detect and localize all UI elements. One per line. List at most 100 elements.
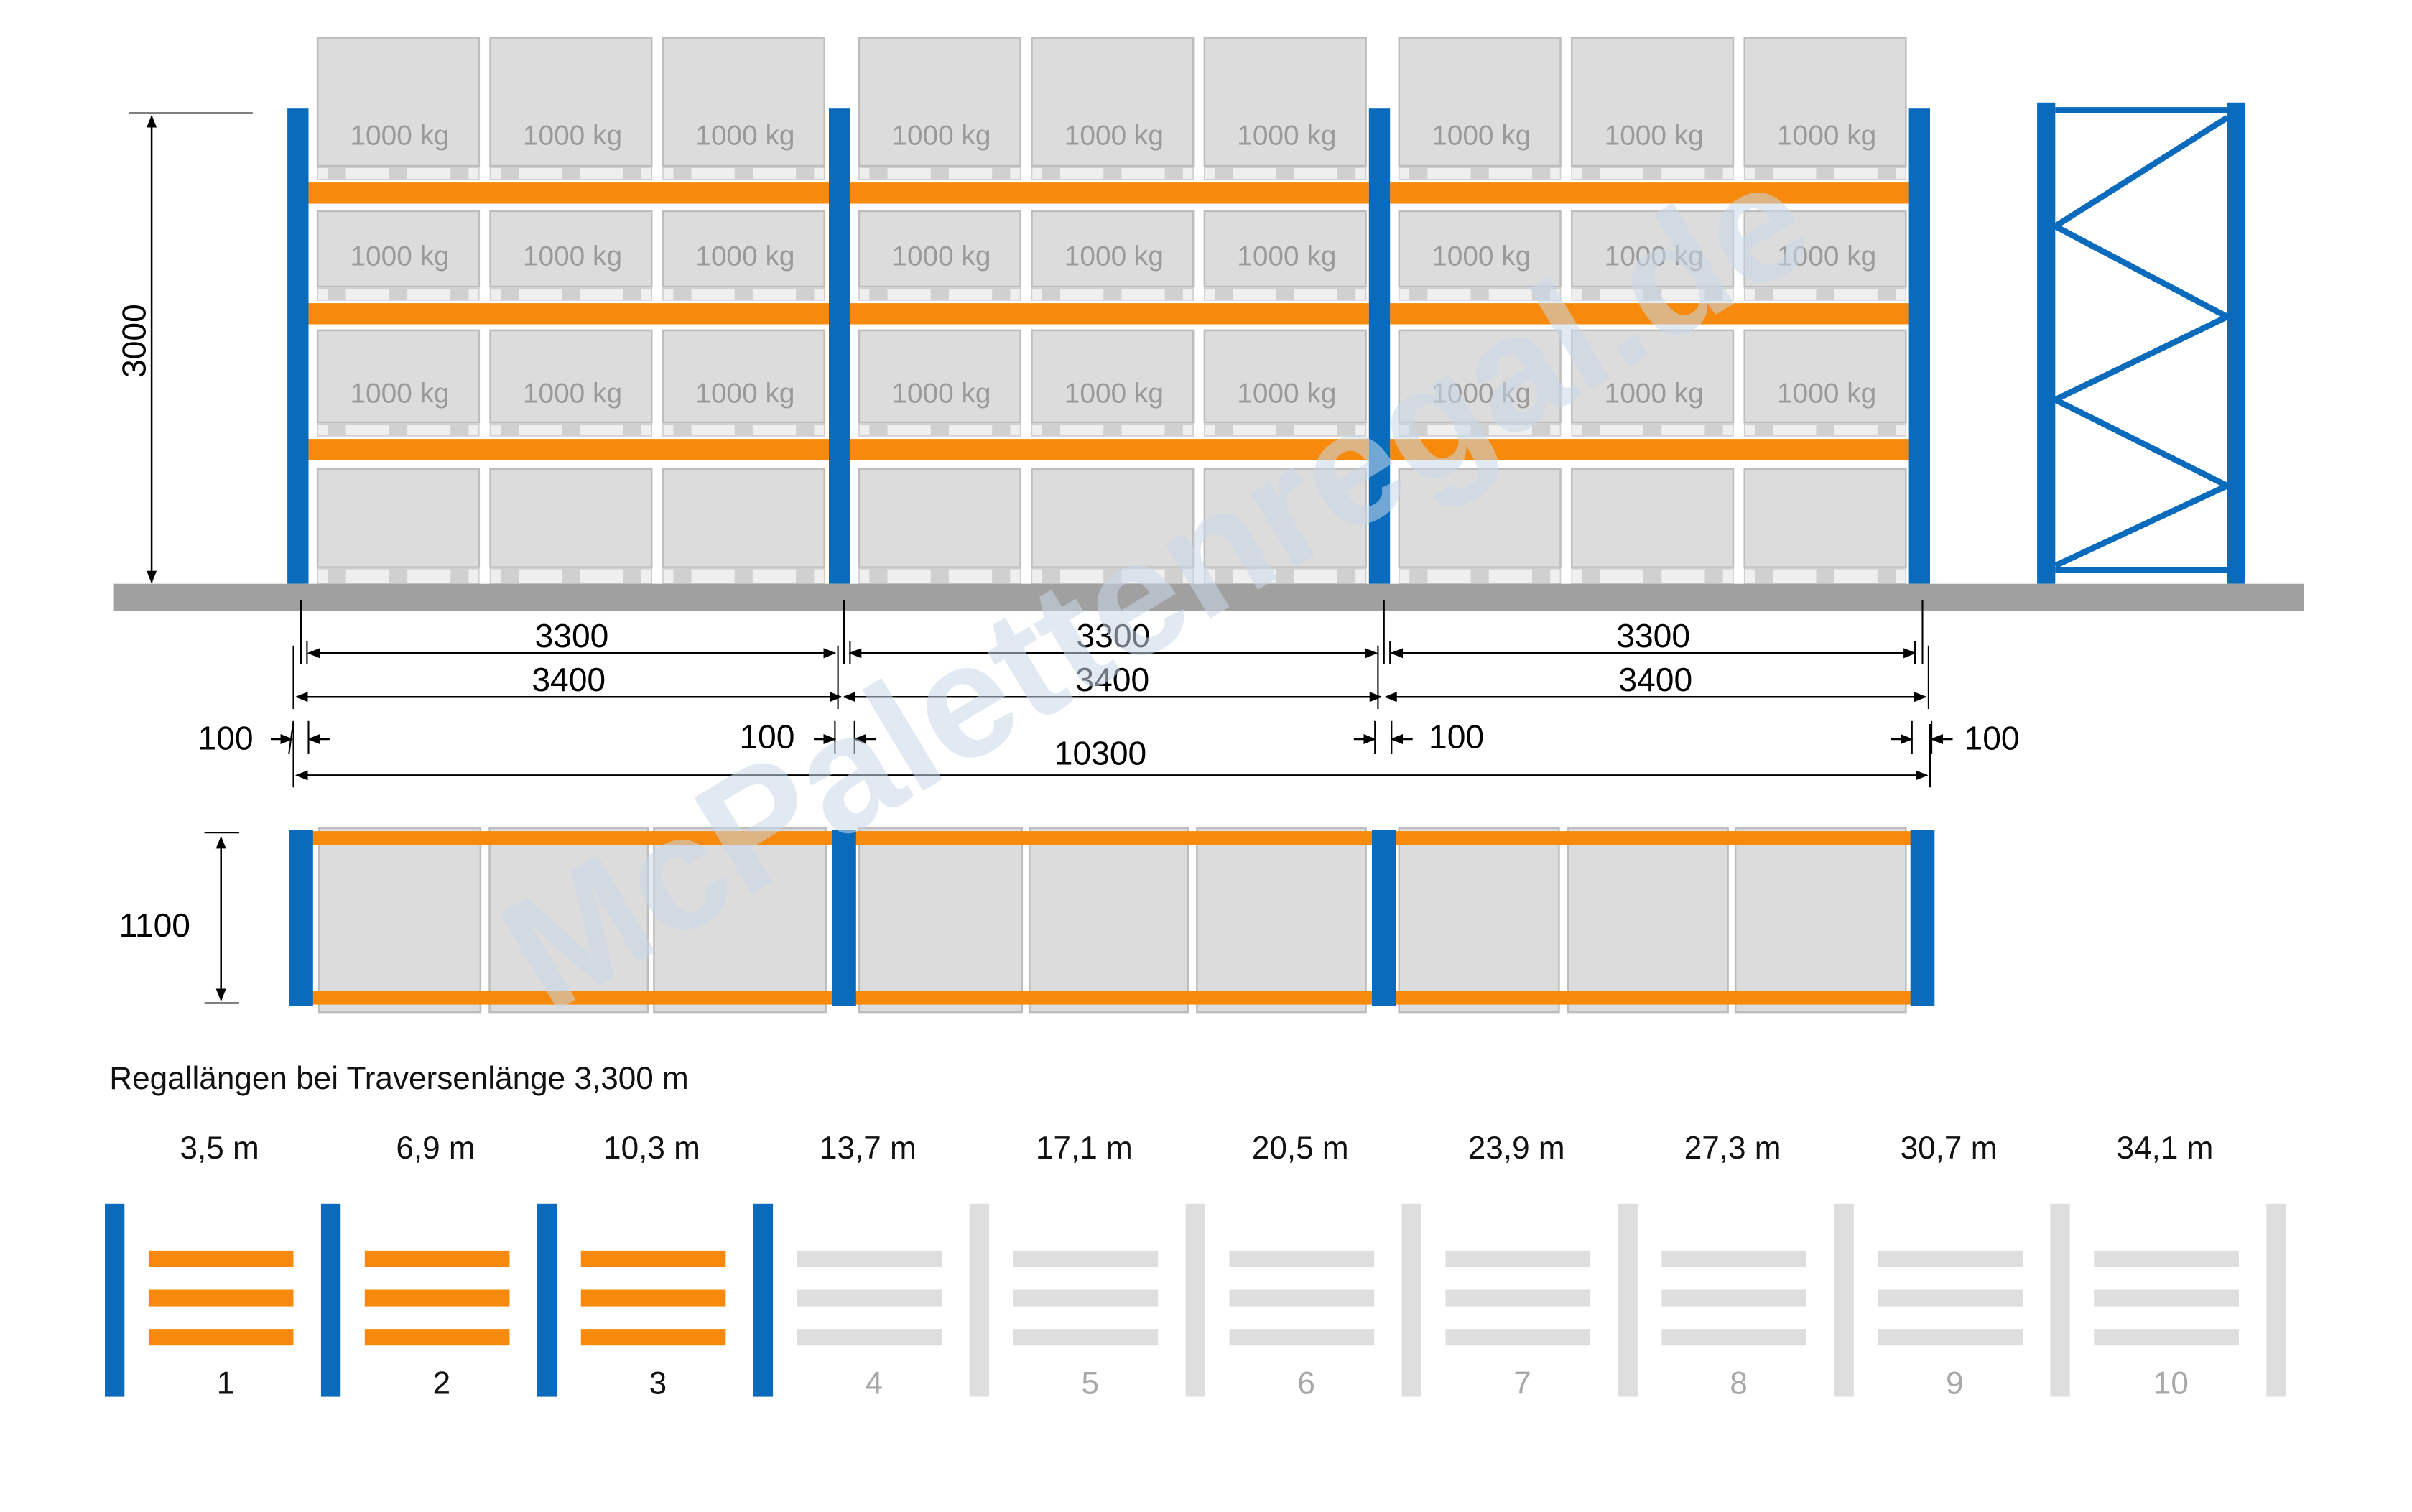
pallet-block: [992, 167, 1011, 180]
load-label: 1000 kg: [1237, 121, 1336, 152]
load-label: 1000 kg: [350, 379, 449, 409]
height-label: 3000: [116, 304, 153, 378]
length-beam: [1013, 1289, 1159, 1307]
pallet-top: [1196, 827, 1367, 1014]
pallet-box: [1398, 468, 1562, 568]
pallet-block: [1470, 568, 1489, 584]
length-beam: [364, 1250, 510, 1267]
beam-top: [1393, 831, 1912, 845]
load-label: 1000 kg: [1777, 379, 1876, 409]
length-post: [1834, 1203, 1854, 1397]
pallet-top: [1567, 827, 1729, 1014]
depth-label: 1100: [119, 906, 190, 944]
frame-brace: [2054, 483, 2229, 569]
length-beam: [2094, 1250, 2239, 1267]
length-beam: [1445, 1250, 1591, 1267]
pallet-block: [1704, 568, 1723, 584]
pallet-block: [1643, 288, 1662, 300]
pallet-block: [1755, 568, 1773, 584]
pallet-block: [1643, 568, 1662, 584]
pallet-box: [662, 468, 825, 568]
beam: [850, 439, 1369, 460]
pallet-box: [662, 37, 825, 167]
upright: [287, 108, 309, 584]
pallet-box: [1743, 210, 1907, 288]
pallet-block: [389, 568, 408, 584]
length-beam: [1661, 1329, 1807, 1346]
length-post: [1185, 1203, 1205, 1397]
pallet-block: [500, 167, 519, 180]
upright-top: [289, 830, 313, 1006]
upright: [1908, 108, 1930, 584]
pallet-block: [1704, 288, 1723, 300]
frame-brace: [2054, 396, 2229, 488]
pallet-block: [1276, 167, 1294, 180]
pallet-block: [1409, 288, 1428, 300]
pallet-block: [1531, 288, 1551, 300]
length-value: 17,1 m: [1036, 1131, 1133, 1166]
length-beam: [364, 1289, 510, 1307]
bay-count: 8: [1730, 1365, 1748, 1401]
pallet-block: [1164, 568, 1183, 584]
pallet-block: [673, 568, 692, 584]
load-label: 1000 kg: [695, 241, 794, 272]
length-beam: [797, 1250, 942, 1267]
pallet-box: [1031, 329, 1195, 424]
pallet-block: [1042, 424, 1061, 436]
pallet-block: [1103, 424, 1122, 436]
pallet-block: [930, 424, 949, 436]
bay-count: 1: [217, 1365, 235, 1401]
upright: [829, 108, 850, 584]
pallet-box: [1203, 210, 1367, 288]
load-label: 1000 kg: [1777, 121, 1876, 152]
load-label: 1000 kg: [1605, 241, 1704, 272]
pallet-block: [869, 568, 888, 584]
pallet-block: [1643, 424, 1662, 436]
load-label: 1000 kg: [1064, 241, 1164, 272]
load-label: 1000 kg: [1064, 121, 1164, 152]
length-beam: [1013, 1250, 1159, 1267]
pallet-block: [1531, 167, 1551, 180]
pallet-box: [1570, 329, 1735, 424]
pallet-box: [1743, 329, 1907, 424]
pallet-block: [1164, 167, 1183, 180]
pallet-block: [930, 167, 949, 180]
length-value: 6,9 m: [396, 1131, 475, 1166]
beam-top: [1393, 991, 1912, 1005]
pallet-block: [1582, 568, 1600, 584]
beam-top: [310, 991, 835, 1005]
pallet-block: [389, 167, 408, 180]
load-label: 1000 kg: [1237, 379, 1336, 409]
frame-brace: [2054, 314, 2229, 403]
pallet-box: [316, 329, 481, 424]
pallet-block: [450, 167, 469, 180]
length-beam: [364, 1329, 510, 1346]
load-label: 1000 kg: [891, 379, 991, 409]
pallet-block: [869, 167, 888, 180]
pallet-block: [1755, 167, 1773, 180]
length-beam: [2094, 1329, 2239, 1346]
pallet-block: [869, 288, 888, 300]
pallet-box: [316, 210, 481, 288]
beam-length-label: 3300: [535, 617, 609, 654]
pallet-block: [1470, 288, 1489, 300]
load-label: 1000 kg: [1605, 121, 1704, 152]
length-beam: [580, 1250, 726, 1267]
pallet-box: [316, 468, 481, 568]
beam: [1390, 439, 1909, 460]
pallet-block: [328, 288, 346, 300]
pallet-box: [1570, 468, 1735, 568]
length-beam: [797, 1329, 942, 1346]
pallet-block: [1276, 424, 1294, 436]
length-beam: [1013, 1329, 1159, 1346]
length-beam: [1878, 1250, 2023, 1267]
pallet-block: [1755, 288, 1773, 300]
load-label: 1000 kg: [523, 241, 622, 272]
pallet-block: [1582, 167, 1600, 180]
pallet-box: [1398, 329, 1562, 424]
pallet-block: [796, 288, 815, 300]
beam: [308, 439, 829, 460]
length-beam: [1229, 1289, 1375, 1307]
pallet-block: [1042, 288, 1061, 300]
pallet-block: [734, 424, 753, 436]
